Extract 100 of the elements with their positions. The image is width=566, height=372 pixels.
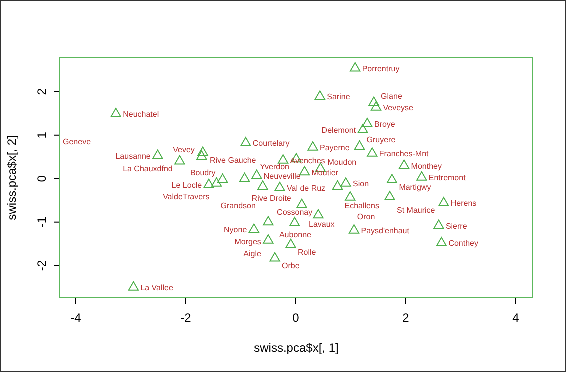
annotation: Monthey <box>411 162 442 171</box>
annotation: Nyone <box>224 226 248 235</box>
point <box>263 216 274 226</box>
annotation: Oron <box>357 212 376 222</box>
point <box>368 96 380 106</box>
x-tick-label: 0 <box>292 311 300 325</box>
annotation: Moudon <box>328 158 357 167</box>
point <box>270 252 280 262</box>
point <box>345 192 356 201</box>
point <box>348 224 360 234</box>
x-tick-label: -4 <box>70 311 82 325</box>
annotation: Aubonne <box>279 230 312 240</box>
point <box>314 90 326 100</box>
annotation: Rive Droite <box>252 194 292 203</box>
point <box>370 102 382 111</box>
y-tick-label: 2 <box>35 88 49 96</box>
point <box>252 170 262 180</box>
point <box>240 137 252 146</box>
point <box>434 220 444 230</box>
x-tick-label: 2 <box>402 311 410 325</box>
point <box>350 62 361 72</box>
annotation: Echallens <box>344 202 380 211</box>
point <box>398 160 410 170</box>
point <box>217 174 228 184</box>
point <box>290 217 300 226</box>
point <box>196 150 208 160</box>
point <box>274 182 286 192</box>
point <box>174 155 186 165</box>
point <box>362 118 373 128</box>
point <box>313 209 324 219</box>
y-tick-label: 1 <box>35 132 49 139</box>
annotation: Delemont <box>322 126 357 136</box>
point <box>367 148 378 157</box>
point <box>386 174 398 184</box>
annotation: Lausanne <box>116 152 152 161</box>
annotation: Lavaux <box>309 220 335 229</box>
point <box>354 140 366 150</box>
point <box>296 198 308 208</box>
annotation: Boudry <box>190 168 216 178</box>
annotation: Payerne <box>320 144 350 153</box>
annotation: Conthey <box>448 239 478 248</box>
annotation: Sarine <box>327 92 351 102</box>
annotation: Morges <box>234 237 262 246</box>
point <box>332 180 344 190</box>
point <box>263 234 274 244</box>
annotation: Gruyere <box>366 136 396 145</box>
point <box>198 146 208 156</box>
annotation: Grandson <box>220 202 256 211</box>
annotation: Paysd'enhaut <box>361 226 410 236</box>
y-axis-title: swiss.pca$x[, 2] <box>5 136 19 220</box>
annotation: Orbe <box>282 261 300 270</box>
annotation: Sierre <box>446 222 468 231</box>
annotation: Glane <box>381 92 403 101</box>
annotation: ValdeTravers <box>163 192 210 202</box>
annotation: La Vallee <box>140 284 174 293</box>
x-tick-label: 4 <box>512 311 520 325</box>
point <box>438 197 450 206</box>
point <box>204 178 214 188</box>
annotation: Porrentruy <box>362 64 400 74</box>
point <box>211 178 222 187</box>
point <box>248 224 260 234</box>
point <box>358 124 368 134</box>
annotation: Vevey <box>173 146 195 155</box>
annotation: Rive Gauche <box>210 156 257 165</box>
annotation: Veveyse <box>383 104 414 113</box>
annotation: Martigwy <box>399 183 432 192</box>
annotation: Entremont <box>428 174 467 183</box>
point <box>152 150 164 160</box>
point <box>258 180 268 190</box>
point <box>436 237 448 246</box>
annotation: Neuchatel <box>123 110 160 120</box>
annotation: Val de Ruz <box>287 184 326 193</box>
x-tick-label: -2 <box>180 311 192 325</box>
y-tick-label: 0 <box>35 175 49 182</box>
point <box>278 154 289 164</box>
annotation: Yverdon <box>260 162 290 172</box>
point <box>286 238 296 248</box>
annotation: Courtelary <box>252 139 290 148</box>
annotation: Neuveville <box>264 172 302 181</box>
annotation: Herens <box>450 199 477 208</box>
annotation: Broye <box>374 120 396 130</box>
annotation: Le Locle <box>172 180 203 190</box>
point <box>416 172 428 181</box>
point <box>110 108 122 118</box>
point <box>308 142 318 151</box>
annotation: Sion <box>353 180 370 189</box>
y-tick-label: -2 <box>35 260 49 272</box>
annotation: La Chauxdfnd <box>123 164 173 174</box>
annotation: Franches-Mnt <box>379 150 430 159</box>
point <box>239 172 250 182</box>
point <box>299 166 310 176</box>
annotation: Cossonay <box>277 208 313 218</box>
point <box>128 282 140 291</box>
point <box>384 191 396 200</box>
x-axis-title: swiss.pca$x[, 1] <box>254 341 339 355</box>
annotation: Moutier <box>312 168 339 178</box>
annotation: St Maurice <box>397 206 436 216</box>
y-tick-label: -1 <box>35 216 49 228</box>
annotation: Geneve <box>63 137 92 146</box>
point <box>340 178 352 187</box>
